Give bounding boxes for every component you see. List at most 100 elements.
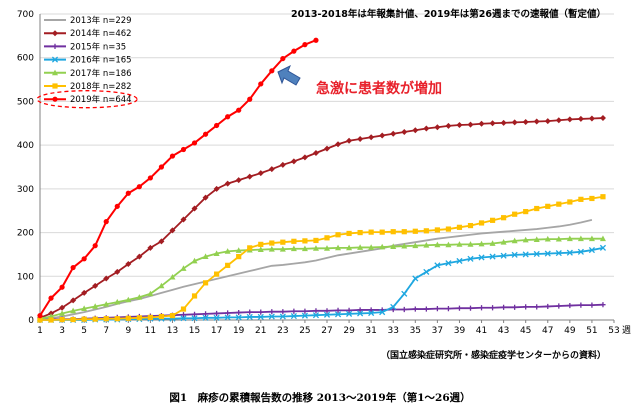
data-point [92, 316, 98, 322]
data-point [247, 309, 253, 315]
data-point [434, 241, 441, 248]
data-point [279, 245, 286, 252]
data-point [202, 194, 209, 201]
data-point [545, 303, 551, 310]
data-point [224, 180, 231, 187]
data-point [423, 228, 429, 234]
legend-label: 2019年 n=644 [70, 94, 132, 105]
series-line [39, 219, 593, 321]
data-point [257, 313, 264, 320]
data-point [70, 307, 77, 314]
data-point [92, 243, 98, 249]
data-point [578, 302, 584, 308]
data-point [523, 304, 529, 310]
x-tick-label: 7 [103, 326, 109, 336]
legend-marker [52, 30, 58, 37]
data-point [523, 208, 529, 215]
y-tick-label: 100 [17, 272, 34, 282]
data-point [522, 118, 529, 125]
data-point [467, 121, 474, 128]
x-tick-label: 37 [432, 326, 443, 336]
annotation-arrow [277, 64, 301, 86]
data-point [533, 236, 540, 242]
data-point [555, 117, 562, 124]
data-point [114, 268, 121, 275]
data-point [357, 307, 363, 313]
data-point [390, 229, 396, 235]
data-point [59, 304, 66, 311]
data-point [114, 203, 120, 209]
data-point [169, 227, 176, 234]
data-point [313, 237, 319, 244]
data-point [214, 310, 220, 317]
data-point [70, 316, 76, 323]
series-5 [37, 194, 606, 323]
data-point [533, 118, 540, 125]
data-point [191, 293, 198, 299]
data-point [114, 298, 121, 305]
data-point [48, 317, 54, 323]
data-point [191, 205, 198, 212]
data-point [225, 114, 231, 120]
series-line [40, 195, 604, 321]
data-point [578, 196, 584, 202]
data-point [456, 122, 463, 129]
legend-highlight [36, 90, 138, 109]
data-point [401, 129, 408, 136]
data-point [401, 306, 407, 313]
legend-label: 2015年 n=35 [70, 41, 126, 52]
data-point [280, 55, 286, 62]
x-tick-label: 53 [608, 326, 619, 336]
x-tick-label: 29 [343, 326, 355, 336]
data-point [368, 307, 374, 313]
data-point [158, 313, 165, 320]
legend-entry: 2019年 n=644 [44, 94, 132, 105]
x-tick-label: 33 [388, 326, 399, 336]
data-point [191, 257, 198, 264]
data-point [544, 118, 551, 125]
x-tick-label: 27 [321, 326, 332, 336]
data-point [302, 42, 308, 48]
series-4 [37, 235, 606, 322]
data-point [599, 235, 606, 242]
data-point [103, 301, 110, 307]
x-tick-label: 41 [476, 326, 487, 336]
data-point [500, 119, 507, 126]
series-line [39, 303, 603, 321]
data-point [125, 296, 132, 303]
data-point [600, 302, 606, 308]
x-tick-label: 23 [277, 326, 288, 336]
data-point [511, 119, 518, 126]
data-point [225, 310, 231, 316]
data-point [268, 313, 275, 320]
data-point [236, 254, 242, 260]
data-point [478, 254, 485, 261]
data-point [81, 256, 87, 262]
data-point [357, 244, 364, 250]
data-point [125, 315, 131, 321]
x-tick-label: 9 [125, 326, 131, 336]
data-point [269, 309, 275, 315]
data-point [599, 244, 607, 251]
data-point [180, 216, 187, 223]
data-point [291, 48, 297, 54]
data-point [202, 311, 209, 317]
x-tick-label: 45 [520, 326, 531, 336]
data-point [511, 237, 518, 244]
data-point [202, 314, 209, 321]
data-point [202, 131, 209, 137]
data-point [70, 297, 77, 304]
x-tick-label: 47 [542, 326, 553, 336]
data-point [37, 313, 43, 319]
data-point [368, 229, 374, 235]
data-point [434, 262, 441, 269]
x-tick-label: 39 [454, 326, 466, 336]
data-point [412, 242, 419, 249]
data-point [312, 150, 319, 157]
data-point [434, 227, 440, 233]
legend-entry: 2014年 n=462 [44, 28, 132, 39]
data-point [577, 235, 584, 242]
data-point [290, 158, 297, 165]
arrow-icon [277, 64, 301, 86]
